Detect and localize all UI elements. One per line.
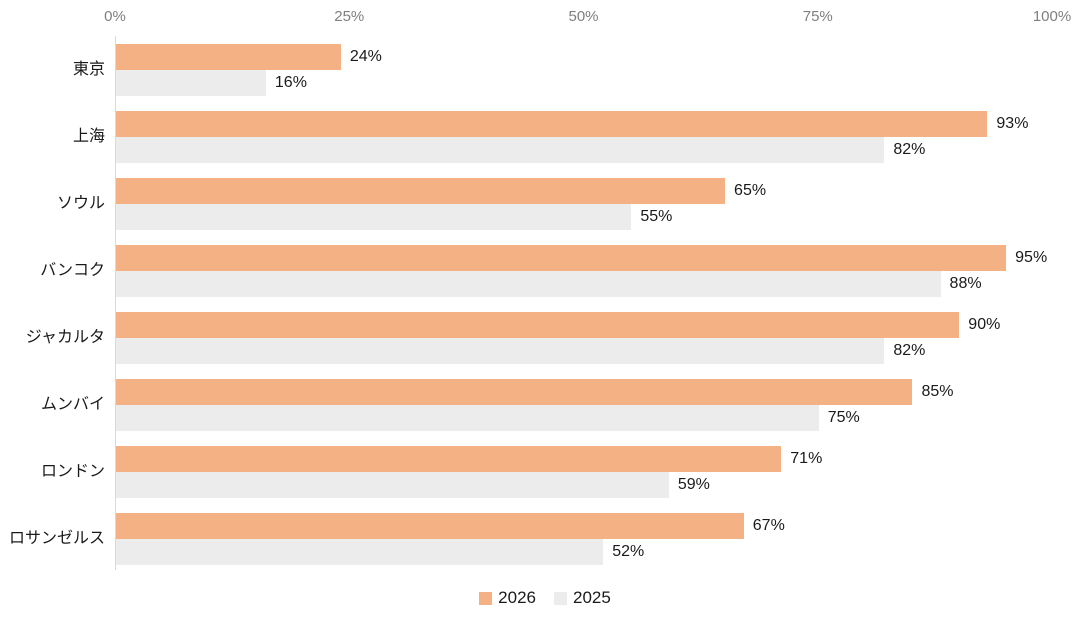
bar-2025 — [116, 338, 885, 364]
bar-2025 — [116, 137, 885, 163]
category-label: 東京 — [72, 61, 105, 78]
x-axis-tick-50: 50% — [568, 8, 599, 25]
value-label-2026: 65% — [734, 182, 767, 199]
legend-swatch-2026 — [479, 591, 493, 605]
bar-2026 — [116, 44, 341, 70]
category-label: 上海 — [72, 128, 105, 145]
category-label: バンコク — [40, 262, 105, 279]
bar-2025 — [116, 539, 604, 565]
legend-item-2026: 2026 — [479, 588, 536, 608]
legend-label-2025: 2025 — [573, 588, 611, 607]
value-label-2025: 88% — [949, 275, 982, 292]
value-label-2026: 85% — [921, 383, 954, 400]
value-label-2025: 52% — [612, 543, 645, 560]
bar-2026 — [116, 446, 782, 472]
value-label-2026: 71% — [790, 450, 823, 467]
value-label-2026: 93% — [996, 115, 1029, 132]
x-axis-tick-75: 75% — [802, 8, 833, 25]
bar-2026 — [116, 111, 988, 137]
value-label-2026: 24% — [349, 48, 382, 65]
bar-2026 — [116, 379, 913, 405]
value-label-2025: 75% — [827, 409, 860, 426]
value-label-2025: 82% — [893, 342, 926, 359]
value-label-2025: 82% — [893, 141, 926, 158]
category-label: ロンドン — [40, 463, 105, 480]
bar-2026 — [116, 245, 1007, 271]
value-label-2025: 59% — [677, 476, 710, 493]
category-label: ソウル — [56, 195, 105, 212]
legend-item-2025: 2025 — [554, 588, 611, 608]
category-label: ロサンゼルス — [8, 530, 105, 547]
bar-2026 — [116, 513, 744, 539]
bar-2025 — [116, 271, 941, 297]
bar-2025 — [116, 70, 266, 96]
legend: 2026 2025 — [0, 588, 1090, 608]
legend-swatch-2025 — [554, 591, 567, 605]
bar-2025 — [116, 204, 632, 230]
value-label-2025: 55% — [640, 208, 673, 225]
bar-2025 — [116, 405, 819, 431]
x-axis-tick-100: 100% — [1032, 8, 1072, 25]
value-label-2025: 16% — [274, 74, 307, 91]
legend-label-2026: 2026 — [498, 588, 536, 607]
value-label-2026: 95% — [1015, 249, 1048, 266]
bar-2025 — [116, 472, 669, 498]
category-label: ジャカルタ — [25, 329, 105, 346]
value-label-2026: 67% — [752, 517, 785, 534]
bar-2026 — [116, 312, 960, 338]
category-label: ムンバイ — [40, 396, 105, 413]
x-axis-tick-0: 0% — [104, 8, 126, 25]
x-axis-tick-25: 25% — [334, 8, 365, 25]
bar-2026 — [116, 178, 726, 204]
y-axis-line — [115, 36, 116, 570]
value-label-2026: 90% — [968, 316, 1001, 333]
